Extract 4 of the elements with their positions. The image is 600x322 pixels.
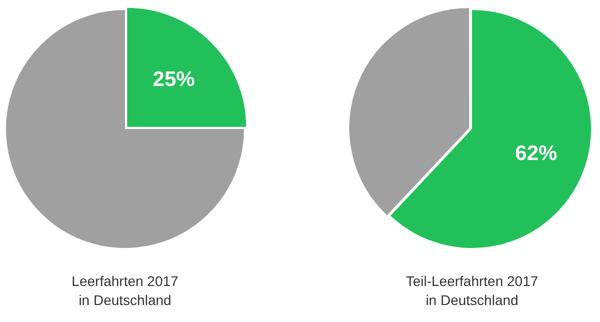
text: Leerfahrten 2017 in Deutschland	[70, 272, 180, 310]
text: Teil-Leerfahrten 2017 in Deutschland	[404, 272, 540, 310]
data-label: 62%	[515, 142, 558, 166]
data-label: 25%	[152, 68, 196, 91]
